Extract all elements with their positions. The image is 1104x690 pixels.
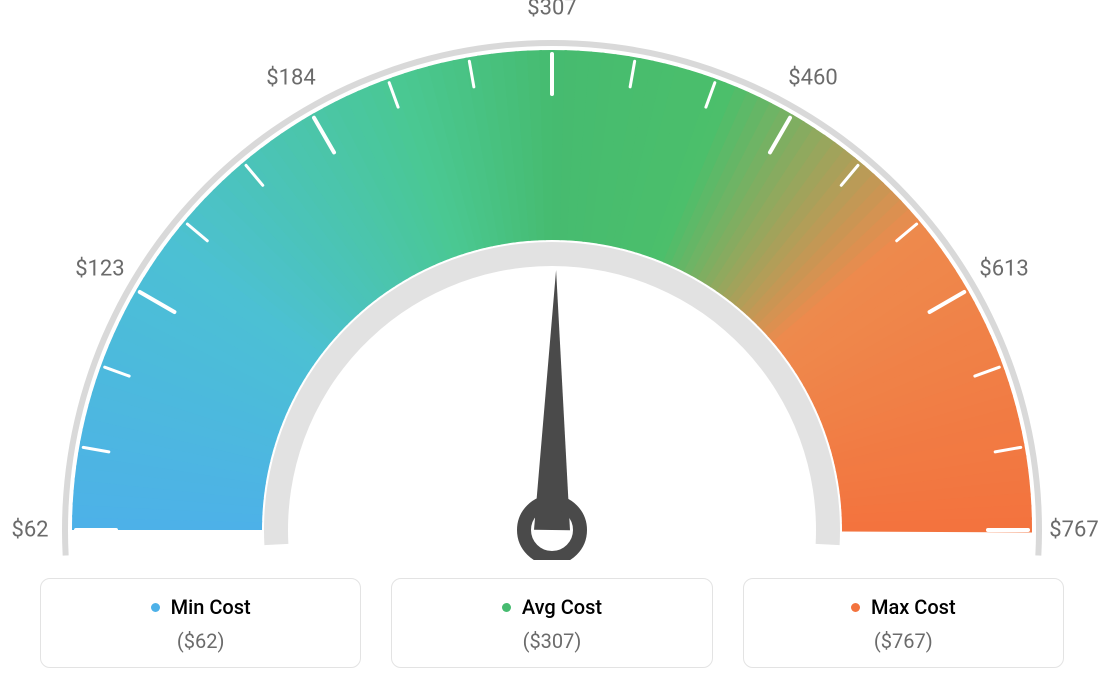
legend-value-max: ($767) — [754, 629, 1053, 653]
legend-card-avg: Avg Cost ($307) — [391, 578, 712, 668]
gauge-chart: $62 $123 $184 $307 $460 $613 $767 — [0, 0, 1104, 560]
legend-label-avg: Avg Cost — [522, 595, 602, 619]
legend-value-min: ($62) — [51, 629, 350, 653]
gauge-tick-label: $460 — [788, 65, 837, 90]
legend-value-avg: ($307) — [402, 629, 701, 653]
dot-max — [851, 603, 860, 612]
gauge-tick-label: $184 — [266, 65, 315, 90]
legend-label-max: Max Cost — [871, 595, 956, 619]
dot-avg — [502, 603, 511, 612]
legend-row: Min Cost ($62) Avg Cost ($307) Max Cost … — [0, 578, 1104, 668]
dot-min — [151, 603, 160, 612]
legend-card-min: Min Cost ($62) — [40, 578, 361, 668]
legend-title-avg: Avg Cost — [402, 595, 701, 619]
legend-label-min: Min Cost — [171, 595, 251, 619]
legend-title-min: Min Cost — [51, 595, 350, 619]
gauge-svg — [0, 0, 1104, 560]
legend-card-max: Max Cost ($767) — [743, 578, 1064, 668]
gauge-tick-label: $62 — [11, 518, 48, 543]
gauge-tick-label: $123 — [75, 257, 124, 282]
gauge-tick-label: $307 — [527, 0, 576, 21]
legend-title-max: Max Cost — [754, 595, 1053, 619]
gauge-tick-label: $767 — [1049, 518, 1098, 543]
gauge-tick-label: $613 — [979, 257, 1028, 282]
